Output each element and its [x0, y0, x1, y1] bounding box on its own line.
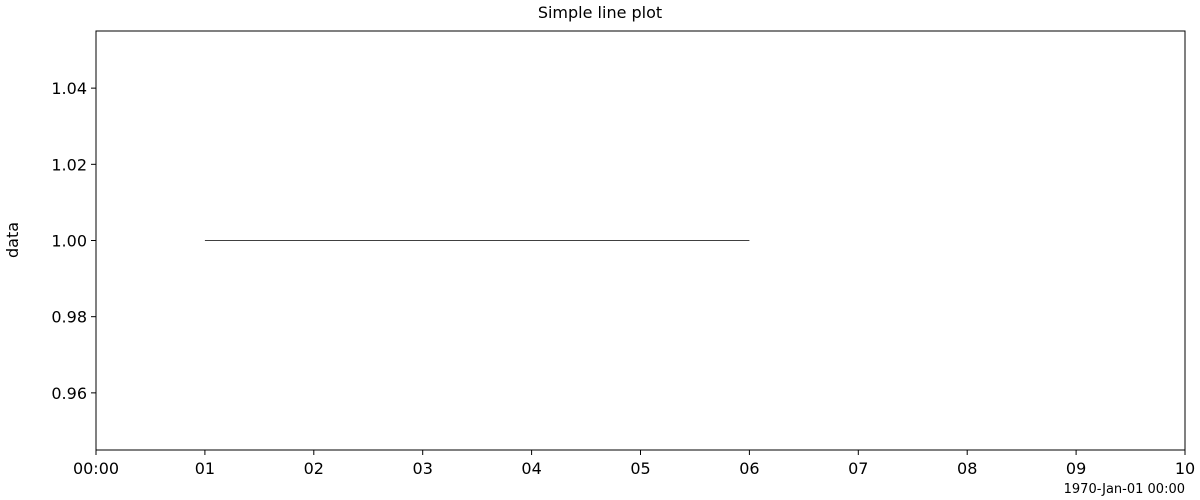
x-tick-label: 03	[413, 459, 433, 478]
y-tick-label: 1.02	[51, 155, 87, 174]
tick-layer: 00:00 01 02 03 04 05 06 07 08 09 10 0.96 0.98 1.00 1.0…	[51, 79, 1195, 478]
y-axis-label: data	[3, 222, 22, 258]
chart-title: Simple line plot	[538, 3, 662, 22]
x-tick-label: 10	[1175, 459, 1195, 478]
plot-area-frame	[95, 30, 1186, 451]
x-tick-label: 00:00	[73, 459, 119, 478]
x-tick-label: 08	[957, 459, 977, 478]
y-tick-label: 1.00	[51, 232, 87, 251]
x-tick-label: 04	[521, 459, 541, 478]
y-tick-label: 1.04	[51, 79, 87, 98]
x-tick-label: 01	[195, 459, 215, 478]
y-tick-label: 0.98	[51, 308, 87, 327]
x-tick-label: 02	[304, 459, 324, 478]
x-tick-label: 09	[1066, 459, 1086, 478]
x-tick-label: 06	[739, 459, 759, 478]
x-tick-label: 07	[848, 459, 868, 478]
x-tick-label: 05	[630, 459, 650, 478]
y-tick-label: 0.96	[51, 384, 87, 403]
x-axis-offset-label: 1970-Jan-01 00:00	[1064, 482, 1185, 497]
